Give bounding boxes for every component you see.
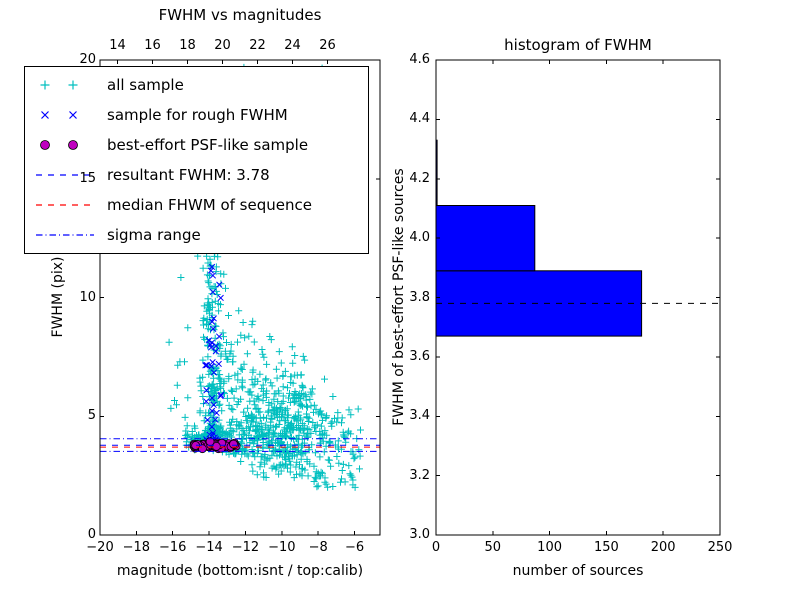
tick-label: 24 (284, 38, 301, 53)
tick-label: 10 (79, 289, 96, 305)
tick-label: 200 (650, 540, 676, 555)
tick-label: 16 (144, 38, 161, 53)
legend-item: median FHWM of sequence (25, 190, 368, 220)
tick-label: 4.4 (409, 111, 430, 127)
tick-label: 20 (79, 52, 96, 67)
tick-label: −16 (159, 540, 187, 555)
histogram-bar (435, 205, 536, 272)
tick-label: 14 (109, 38, 126, 53)
legend-label: best-effort PSF-like sample (107, 136, 309, 154)
legend-item: best-effort PSF-like sample (25, 130, 368, 160)
legend-label: median FHWM of sequence (107, 196, 312, 214)
right-xlabel: number of sources (512, 563, 644, 579)
legend-item: all sample (25, 70, 368, 100)
legend-item: sigma range (25, 220, 368, 250)
tick-label: 18 (179, 38, 196, 53)
tick-label: 0 (87, 527, 96, 542)
histogram-bar (435, 270, 643, 337)
left-xlabel: magnitude (bottom:isnt / top:calib) (116, 563, 364, 579)
tick-label: 3.8 (409, 289, 430, 305)
tick-label: 250 (707, 540, 733, 555)
legend-label: all sample (107, 76, 184, 94)
tick-label: −6 (344, 540, 365, 555)
tick-label: 4.6 (409, 52, 430, 67)
tick-label: 4.2 (409, 170, 430, 186)
right-plot-title: histogram of FWHM (504, 36, 652, 54)
legend-line-icon (36, 174, 94, 176)
tick-label: 20 (214, 38, 231, 53)
tick-label: 3.2 (409, 467, 430, 483)
legend-circle-icon (40, 140, 78, 150)
tick-label: 5 (87, 408, 96, 424)
tick-label: −20 (86, 540, 114, 555)
tick-label: 26 (319, 38, 336, 53)
tick-label: 4.0 (409, 230, 430, 246)
tick-label: 100 (537, 540, 562, 555)
tick-label: 3.6 (409, 348, 430, 364)
tick-label: −12 (231, 540, 260, 555)
legend-item: sample for rough FWHM (25, 100, 368, 130)
legend: all sample sample for rough FWHM best-effo… (24, 66, 369, 254)
tick-label: −10 (268, 540, 296, 555)
legend-cross-icon (41, 111, 77, 119)
tick-label: −8 (308, 540, 328, 555)
legend-plus-icon (40, 80, 78, 90)
legend-line-icon (36, 234, 94, 236)
legend-label: resultant FWHM: 3.78 (107, 166, 270, 184)
tick-label: 3.0 (409, 527, 430, 542)
legend-label: sample for rough FWHM (107, 106, 288, 124)
tick-label: 3.4 (409, 408, 430, 424)
legend-line-icon (36, 204, 94, 206)
legend-item: resultant FWHM: 3.78 (25, 160, 368, 190)
tick-label: 150 (593, 540, 619, 555)
legend-label: sigma range (107, 226, 201, 244)
tick-label: 0 (431, 540, 441, 555)
tick-label: −18 (122, 540, 151, 555)
cross-markers (202, 263, 225, 446)
tick-label: 15 (79, 170, 96, 186)
tick-label: −14 (195, 540, 223, 555)
tick-label: 22 (249, 38, 266, 53)
left-plot-title: FWHM vs magnitudes (158, 6, 322, 24)
tick-label: 50 (484, 540, 502, 555)
